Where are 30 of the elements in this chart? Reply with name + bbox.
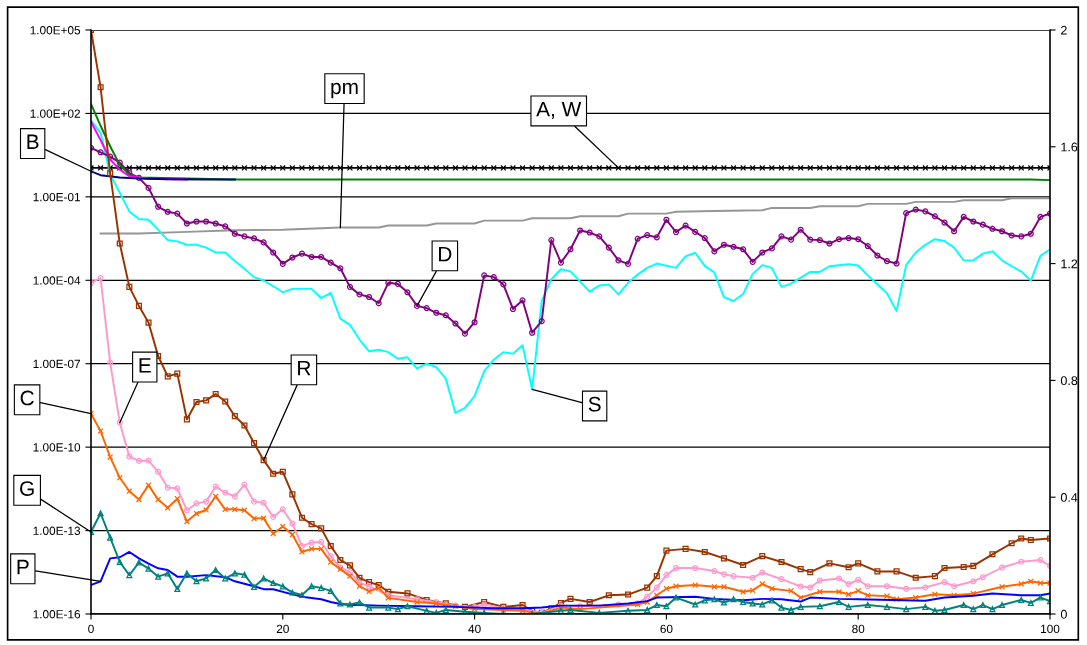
annotation: G	[20, 481, 34, 496]
annotation: pm	[331, 82, 358, 99]
y-tick-label: 1.00E-16	[33, 610, 81, 619]
x-tick-label: 0	[88, 624, 94, 634]
x-tick-label: 100	[1041, 624, 1060, 634]
x-tick-label: 40	[468, 624, 481, 634]
y-tick-label: 1.00E-07	[33, 359, 80, 369]
y2-tick-label: 0	[1060, 609, 1067, 619]
y-tick-label: 1.00E-13	[33, 526, 81, 535]
y2-tick-label: 0.4	[1060, 493, 1078, 502]
y2-tick-label: 2	[1061, 25, 1067, 35]
annotation: C	[20, 390, 34, 406]
y2-tick-label: 0.8	[1060, 376, 1078, 386]
y2-tick-label: 1.2	[1061, 259, 1078, 269]
x-tick-label: 80	[852, 624, 865, 634]
annotation: P	[17, 559, 29, 575]
y-tick-label: 1.00E-10	[33, 443, 81, 452]
annotation: A, W	[536, 102, 582, 120]
y2-tick-label: 1.6	[1061, 142, 1078, 152]
y-tick-label: 1.00E-04	[33, 276, 81, 285]
x-tick-label: 20	[276, 624, 289, 634]
y-tick-label: 1.00E+02	[30, 109, 80, 118]
y-tick-label: 1.00E+05	[30, 26, 81, 35]
annotation: R	[298, 360, 311, 376]
annotation: D	[439, 246, 452, 262]
y-tick-label: 1.00E-01	[33, 192, 81, 202]
x-tick-label: 60	[660, 624, 673, 634]
annotation: S	[588, 396, 601, 412]
annotation: E	[139, 358, 151, 373]
annotation: B	[27, 134, 39, 149]
